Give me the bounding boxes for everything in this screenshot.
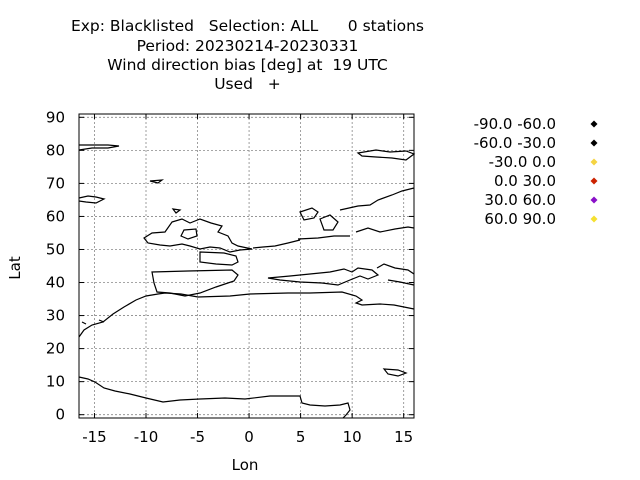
- y-tick-label: 0: [55, 406, 65, 424]
- x-axis-label: Lon: [232, 456, 259, 474]
- legend-label: -30.0 0.0: [488, 153, 556, 171]
- legend-label: 60.0 90.0: [484, 210, 556, 228]
- axis-ticks: -15 -10 -5 0 5 10 15 0 10 20 30 40 50 60 70 80 90: [46, 108, 414, 446]
- y-tick-label: 70: [46, 174, 65, 192]
- title-line-3: Wind direction bias [deg] at 19 UTC: [107, 56, 388, 74]
- y-tick-label: 90: [46, 108, 65, 126]
- y-tick-label: 50: [46, 240, 65, 258]
- legend-marker: [590, 120, 598, 128]
- x-tick-label: -10: [134, 428, 159, 446]
- x-tick-label: 10: [343, 428, 362, 446]
- title-line-4: Used +: [214, 75, 281, 93]
- y-tick-label: 80: [46, 141, 65, 159]
- x-tick-label: 5: [296, 428, 306, 446]
- legend-marker: [590, 196, 598, 204]
- legend-marker: [590, 158, 598, 166]
- x-tick-label: -5: [190, 428, 205, 446]
- plot-frame: [78, 113, 415, 419]
- x-tick-label: -15: [82, 428, 107, 446]
- legend-marker: [590, 177, 598, 185]
- legend-label: -60.0 -30.0: [473, 134, 556, 152]
- title-line-2: Period: 20230214-20230331: [136, 37, 359, 55]
- legend-marker: [590, 215, 598, 223]
- legend-label: 30.0 60.0: [484, 191, 556, 209]
- y-tick-label: 20: [46, 340, 65, 358]
- grid-lines: [79, 114, 414, 418]
- legend-marker: [590, 139, 598, 147]
- y-tick-label: 60: [46, 207, 65, 225]
- y-tick-label: 30: [46, 307, 65, 325]
- legend-label: -90.0 -60.0: [473, 115, 556, 133]
- y-axis-label: Lat: [6, 256, 24, 280]
- x-tick-label: 15: [394, 428, 413, 446]
- title-line-1: Exp: Blacklisted Selection: ALL 0 statio…: [70, 17, 425, 35]
- legend-markers: [590, 120, 598, 223]
- y-tick-label: 40: [46, 274, 65, 292]
- legend-label: 0.0 30.0: [493, 172, 556, 190]
- y-tick-label: 10: [46, 373, 65, 391]
- coastline-map: [78, 144, 416, 419]
- x-tick-label: 0: [244, 428, 254, 446]
